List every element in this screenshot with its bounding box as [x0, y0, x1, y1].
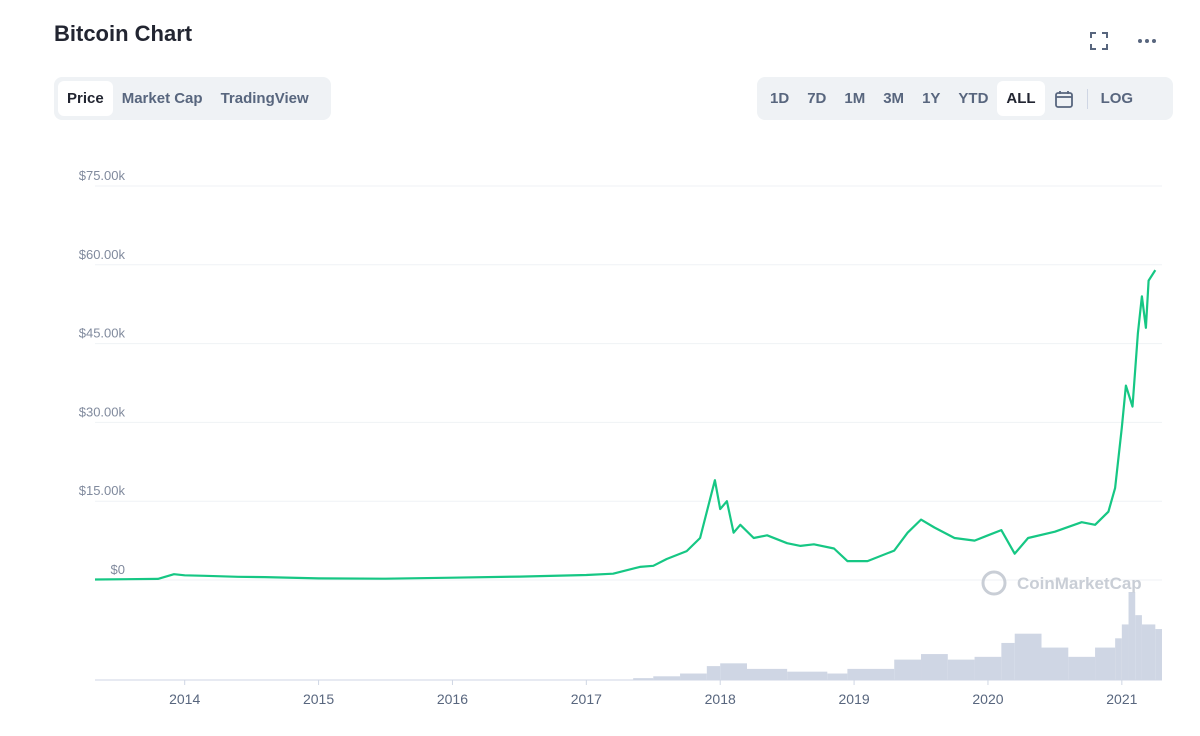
volume-bar — [1095, 647, 1116, 680]
chart-type-tabs: Price Market Cap TradingView — [54, 77, 331, 120]
log-toggle[interactable]: LOG — [1100, 90, 1134, 107]
volume-bar — [1141, 624, 1156, 680]
volume-bar — [633, 678, 654, 680]
y-tick-label: $45.00k — [79, 326, 126, 341]
y-tick-label: $60.00k — [79, 247, 126, 262]
x-tick-label: 2020 — [972, 691, 1003, 707]
range-7d[interactable]: 7D — [807, 90, 827, 107]
range-selector: 1D 7D 1M 3M 1Y YTD ALL LOG — [757, 77, 1173, 120]
volume-bar — [1068, 656, 1096, 680]
range-all[interactable]: ALL — [997, 81, 1045, 116]
volume-bar — [653, 676, 681, 680]
fullscreen-icon[interactable] — [1086, 28, 1112, 54]
volume-bar — [746, 668, 788, 680]
x-tick-label: 2016 — [437, 691, 468, 707]
volume-bar — [787, 671, 828, 680]
y-tick-label: $75.00k — [79, 168, 126, 183]
tab-market-cap[interactable]: Market Cap — [121, 90, 203, 107]
tab-price[interactable]: Price — [58, 81, 113, 116]
y-tick-label: $0 — [111, 562, 125, 577]
volume-bar — [1135, 615, 1142, 680]
x-tick-label: 2019 — [839, 691, 870, 707]
x-tick-label: 2018 — [705, 691, 736, 707]
x-tick-label: 2015 — [303, 691, 334, 707]
x-tick-label: 2014 — [169, 691, 200, 707]
watermark-text: CoinMarketCap — [1017, 574, 1142, 593]
calendar-icon[interactable] — [1045, 81, 1083, 116]
more-icon[interactable] — [1134, 28, 1160, 54]
volume-bar — [974, 656, 1002, 680]
divider — [1086, 88, 1088, 109]
volume-bar — [827, 673, 848, 680]
volume-bar — [947, 659, 975, 680]
volume-bar — [1115, 638, 1122, 680]
range-ytd[interactable]: YTD — [958, 90, 989, 107]
price-line — [94, 269, 1157, 581]
tab-tradingview[interactable]: TradingView — [220, 90, 309, 107]
volume-bar — [1041, 647, 1069, 680]
range-1y[interactable]: 1Y — [922, 90, 941, 107]
range-1d[interactable]: 1D — [770, 90, 790, 107]
range-3m[interactable]: 3M — [883, 90, 905, 107]
x-tick-label: 2017 — [571, 691, 602, 707]
volume-bar — [1121, 624, 1129, 680]
x-tick-label: 2021 — [1106, 691, 1137, 707]
range-1m[interactable]: 1M — [844, 90, 866, 107]
price-chart[interactable]: $0 $15.00k $30.00k $45.00k $60.00k $75.00k Coi… — [0, 150, 1200, 736]
coinmarketcap-logo — [981, 570, 1007, 596]
volume-bar — [680, 673, 707, 680]
volume-bar — [847, 668, 895, 680]
volume-bar — [1001, 642, 1015, 680]
y-tick-label: $30.00k — [79, 404, 126, 419]
volume-bar — [1155, 629, 1162, 680]
volume-bar — [921, 654, 948, 680]
volume-bar — [720, 663, 747, 680]
volume-bar — [1128, 592, 1136, 680]
volume-bar — [1014, 633, 1042, 680]
volume-bar — [706, 666, 721, 680]
y-tick-label: $15.00k — [79, 483, 126, 498]
volume-bar — [894, 659, 922, 680]
page-title: Bitcoin Chart — [54, 21, 193, 46]
